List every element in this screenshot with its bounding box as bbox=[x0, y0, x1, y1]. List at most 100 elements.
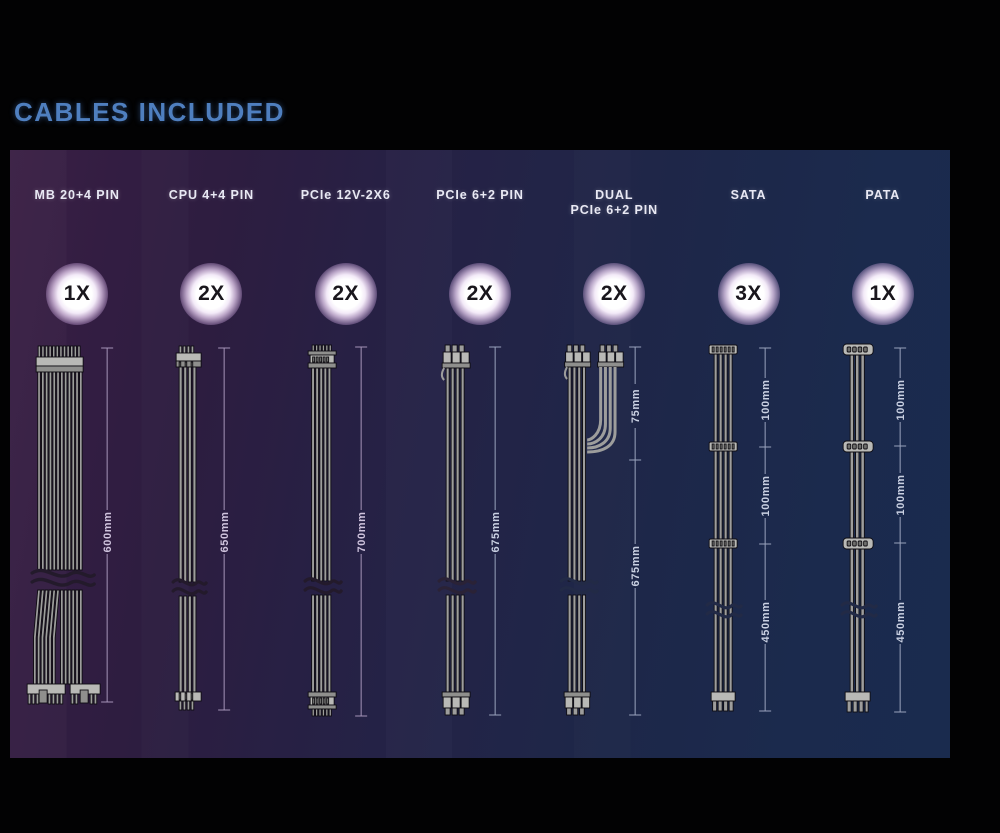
connector-24pin bbox=[35, 345, 84, 373]
column-header: SATA bbox=[681, 188, 815, 203]
cable-diagram-pcie-12v-2x6: 700mm bbox=[279, 342, 413, 737]
dimension-label: 100mm bbox=[761, 380, 773, 421]
dimension-label: 650mm bbox=[219, 512, 231, 553]
quantity-badge: 2X bbox=[547, 258, 681, 330]
wire-bundle-upper bbox=[37, 371, 83, 571]
dimension-label: 450mm bbox=[895, 602, 907, 643]
wire-bundle-upper bbox=[445, 367, 465, 582]
badge-glow: 1X bbox=[851, 263, 914, 325]
wire-bundle-lower bbox=[33, 589, 83, 685]
column-header: CPU 4+4 PIN bbox=[144, 188, 278, 203]
cable-diagram-pata: 100mm 100mm 450mm bbox=[816, 342, 950, 737]
dimension-label: 100mm bbox=[761, 476, 773, 517]
wire-bundle-lower bbox=[178, 595, 197, 693]
column-header: DUAL PCIe 6+2 PIN bbox=[547, 188, 681, 218]
wire-bundle-branch bbox=[587, 367, 617, 454]
break-mark bbox=[840, 601, 878, 619]
dimension-75mm bbox=[629, 346, 642, 461]
cable-body bbox=[303, 344, 343, 717]
wire-bundle-lower bbox=[567, 594, 587, 693]
sata-connector-3 bbox=[709, 538, 738, 549]
dimension-label: 600mm bbox=[102, 512, 114, 553]
column-header-line1: CPU 4+4 PIN bbox=[168, 188, 255, 202]
cable-body bbox=[26, 345, 101, 705]
dimension-label: 700mm bbox=[356, 512, 368, 553]
quantity-badge: 1X bbox=[816, 258, 950, 330]
connector-20pin-bottom bbox=[26, 683, 66, 705]
wire-bundle-lower bbox=[310, 594, 331, 693]
column-header: PCIe 6+2 PIN bbox=[413, 188, 547, 203]
sata-connector-1 bbox=[709, 344, 738, 355]
dimension-700mm bbox=[354, 346, 367, 717]
quantity-badge: 2X bbox=[144, 258, 278, 330]
break-mark bbox=[30, 568, 96, 587]
badge-glow: 2X bbox=[583, 263, 646, 325]
badge-quantity-label: 2X bbox=[466, 282, 494, 305]
connector-12vhpwr-bottom bbox=[307, 691, 337, 717]
dimension-450mm bbox=[893, 543, 906, 713]
dimension-label: 450mm bbox=[761, 602, 773, 643]
wire-bundle-upper bbox=[310, 367, 331, 582]
connector-6plus2-bottom bbox=[441, 691, 471, 716]
wire-bundle-upper bbox=[178, 366, 197, 583]
connector-12vhpwr-top bbox=[307, 344, 337, 369]
molex-connector-2 bbox=[842, 440, 874, 453]
badge-glow: 1X bbox=[46, 263, 109, 325]
dimension-label: 100mm bbox=[895, 475, 907, 516]
cable-column-mb-20-4-pin: MB 20+4 PIN 1X bbox=[10, 150, 144, 758]
dimension-650mm bbox=[218, 347, 231, 711]
dimension-675mm bbox=[488, 346, 501, 716]
wire-bundle-main bbox=[567, 366, 587, 582]
column-header-line1: PCIe 6+2 PIN bbox=[436, 188, 524, 202]
break-mark bbox=[437, 577, 477, 595]
break-mark bbox=[171, 578, 209, 596]
connector-psu-bottom bbox=[711, 691, 736, 712]
badge-quantity-label: 3X bbox=[735, 282, 762, 305]
column-header: PCIe 12V-2X6 bbox=[279, 188, 413, 203]
quantity-badge: 1X bbox=[10, 258, 144, 330]
cable-column-pata: PATA 1X bbox=[816, 150, 950, 758]
break-mark bbox=[303, 577, 343, 595]
cable-diagram-pcie-6-2-pin: 675mm bbox=[413, 342, 547, 737]
badge-quantity-label: 2X bbox=[198, 282, 225, 305]
cable-body bbox=[840, 343, 878, 713]
quantity-badge: 3X bbox=[681, 258, 815, 330]
column-header-line1: DUAL bbox=[595, 188, 634, 202]
cable-column-pcie-12v-2x6: PCIe 12V-2X6 2X bbox=[279, 150, 413, 758]
column-header: MB 20+4 PIN bbox=[10, 188, 144, 203]
page-title: CABLES INCLUDED bbox=[14, 97, 285, 127]
dimension-label: 100mm bbox=[895, 380, 907, 421]
dimension-450mm bbox=[759, 544, 772, 712]
break-mark bbox=[705, 601, 744, 619]
badge-glow: 2X bbox=[448, 263, 511, 325]
cable-column-sata: SATA 3X bbox=[681, 150, 815, 758]
break-mark bbox=[559, 577, 599, 595]
wire-bundle bbox=[849, 347, 865, 693]
cable-body bbox=[437, 344, 477, 716]
cable-column-pcie-6-2-pin: PCIe 6+2 PIN 2X bbox=[413, 150, 547, 758]
sata-connector-2 bbox=[709, 441, 738, 452]
cable-body bbox=[705, 344, 744, 712]
dimension-label: 75mm bbox=[630, 389, 642, 423]
cable-diagram-cpu-4-4-pin: 650mm bbox=[144, 342, 278, 737]
cable-column-dual-pcie-6-2-pin: DUAL PCIe 6+2 PIN 2X bbox=[547, 150, 681, 758]
dimension-600mm bbox=[101, 347, 114, 703]
wire-bundle bbox=[714, 347, 733, 693]
column-header-line1: SATA bbox=[730, 188, 767, 202]
quantity-badge: 2X bbox=[279, 258, 413, 330]
connector-8pin-bottom bbox=[174, 691, 202, 711]
badge-quantity-label: 2X bbox=[600, 282, 628, 305]
cable-body bbox=[559, 344, 625, 716]
quantity-badge: 2X bbox=[413, 258, 547, 330]
connector-6plus2-bottom bbox=[563, 691, 591, 716]
cable-column-cpu-4-4-pin: CPU 4+4 PIN 2X bbox=[144, 150, 278, 758]
molex-connector-3 bbox=[842, 537, 874, 550]
badge-quantity-label: 1X bbox=[63, 282, 91, 305]
molex-connector-1 bbox=[842, 343, 874, 356]
column-header-line1: PATA bbox=[865, 188, 901, 202]
column-header: PATA bbox=[816, 188, 950, 203]
cable-diagram-mb-20-4-pin: 600mm bbox=[10, 342, 144, 737]
column-header-line1: MB 20+4 PIN bbox=[34, 188, 120, 202]
connector-8pin-top bbox=[175, 345, 202, 368]
cable-columns: MB 20+4 PIN 1X bbox=[10, 150, 950, 758]
